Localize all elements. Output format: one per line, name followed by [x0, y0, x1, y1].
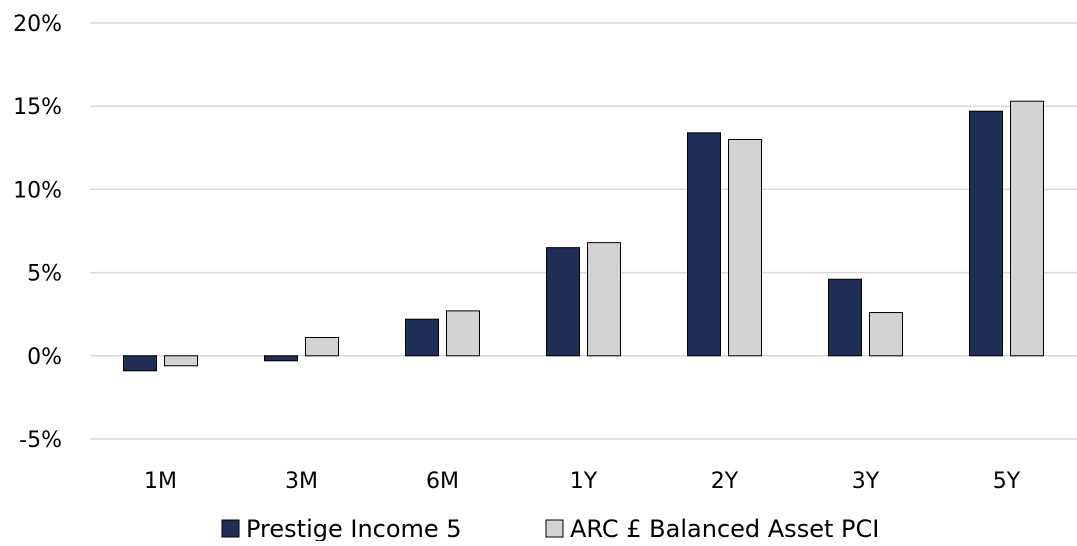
legend-swatch [221, 519, 240, 538]
bar-series-1-6m [405, 318, 439, 357]
x-axis-tick-labels: 1M 3M 6M 1Y 2Y 3Y 5Y [144, 469, 1021, 494]
x-tick-label: 2Y [711, 469, 739, 494]
bar-series-1-1y [546, 247, 580, 357]
y-tick-label: 10% [13, 178, 62, 203]
x-tick-label: 3M [285, 469, 318, 494]
gridlines [90, 22, 1077, 440]
bars [123, 100, 1044, 372]
x-tick-label: 5Y [993, 469, 1021, 494]
y-tick-label: -5% [19, 428, 62, 453]
bar-series-1-3m [264, 355, 298, 362]
bar-series-2-1m [164, 355, 198, 367]
bar-series-2-3y [869, 312, 903, 357]
bar-series-1-5y [969, 110, 1003, 357]
legend-label: Prestige Income 5 [246, 515, 462, 541]
x-tick-label: 1M [144, 469, 177, 494]
bar-series-2-1y [587, 242, 621, 357]
x-tick-label: 1Y [570, 469, 598, 494]
bar-series-2-2y [728, 138, 762, 357]
y-axis-tick-labels: -5% 0% 5% 10% 15% 20% [13, 12, 62, 453]
legend-label: ARC £ Balanced Asset PCI [570, 515, 879, 541]
legend-swatch [545, 519, 564, 538]
bar-series-2-5y [1010, 100, 1044, 357]
legend: Prestige Income 5 ARC £ Balanced Asset PC… [221, 515, 879, 543]
bar-series-1-1m [123, 355, 157, 372]
y-tick-label: 5% [27, 262, 62, 287]
bar-series-1-3y [828, 278, 862, 357]
y-tick-label: 0% [27, 345, 62, 370]
y-tick-label: 20% [13, 12, 62, 37]
bar-series-2-3m [305, 336, 339, 357]
x-tick-label: 3Y [852, 469, 880, 494]
bar-series-1-2y [687, 132, 721, 357]
x-tick-label: 6M [426, 469, 459, 494]
y-tick-label: 15% [13, 95, 62, 120]
bar-series-2-6m [446, 310, 480, 357]
